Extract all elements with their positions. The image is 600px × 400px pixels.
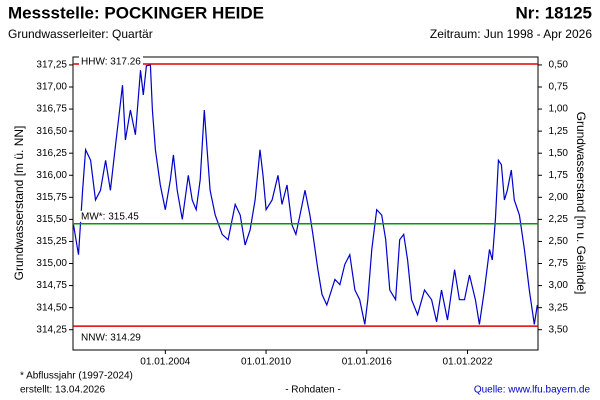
footnote: * Abflussjahr (1997-2024) [20,371,133,382]
y2-tick-label: 3,00 [549,280,569,291]
y2-axis-label: Grundwasserstand [m u. Gelände] [574,112,588,295]
source-link[interactable]: Quelle: www.lfu.bayern.de [474,385,591,396]
y2-tick-label: 1,00 [549,104,569,115]
y-tick-label: 316,75 [36,104,67,115]
y-tick-label: 316,00 [36,170,67,181]
reference-label-bg [79,56,143,67]
water-level-line [72,64,538,325]
y-axis-label: Grundwasserstand [m ü. NN] [12,126,26,281]
y-tick-label: 314,75 [36,280,67,291]
x-tick-label: 01.01.2022 [442,357,492,368]
y2-tick-label: 2,50 [549,236,569,247]
y-tick-label: 316,25 [36,148,67,159]
reference-label-bg [79,210,143,222]
y-tick-label: 314,50 [36,302,67,313]
y-tick-label: 315,00 [36,258,67,269]
reference-label: NNW: 314.29 [81,333,141,344]
period: Zeitraum: Jun 1998 - Apr 2026 [430,27,592,41]
reference-label: HHW: 317.26 [81,57,141,68]
y2-tick-label: 1,75 [549,170,569,181]
subtitle: Grundwasserleiter: Quartär [8,27,153,41]
x-tick-label: 01.01.2010 [241,357,291,368]
raw-data-note: - Rohdaten - [285,385,341,396]
y2-tick-label: 1,25 [549,126,569,137]
reference-label: MW*: 315.45 [81,211,139,222]
chart-title: Messstelle: POCKINGER HEIDE [8,3,264,22]
x-tick-label: 01.01.2004 [140,357,190,368]
y-tick-label: 315,25 [36,236,67,247]
y-tick-label: 317,25 [36,60,67,71]
y-tick-label: 315,50 [36,214,67,225]
y-tick-label: 314,25 [36,324,67,335]
y2-tick-label: 2,00 [549,192,569,203]
y2-tick-label: 2,75 [549,258,569,269]
y2-tick-label: 1,50 [549,148,569,159]
reference-label-bg [79,332,143,343]
station-number: Nr: 18125 [515,3,592,22]
created-date: erstellt: 13.04.2026 [20,385,105,396]
y2-tick-label: 0,50 [549,60,569,71]
y2-tick-label: 0,75 [549,82,569,93]
y2-tick-label: 3,50 [549,324,569,335]
y-tick-label: 315,75 [36,192,67,203]
y2-tick-label: 2,25 [549,214,569,225]
plot-frame [72,56,539,351]
y-tick-label: 316,50 [36,126,67,137]
y-tick-label: 317,00 [36,82,67,93]
x-tick-label: 01.01.2016 [342,357,392,368]
y2-tick-label: 3,25 [549,302,569,313]
